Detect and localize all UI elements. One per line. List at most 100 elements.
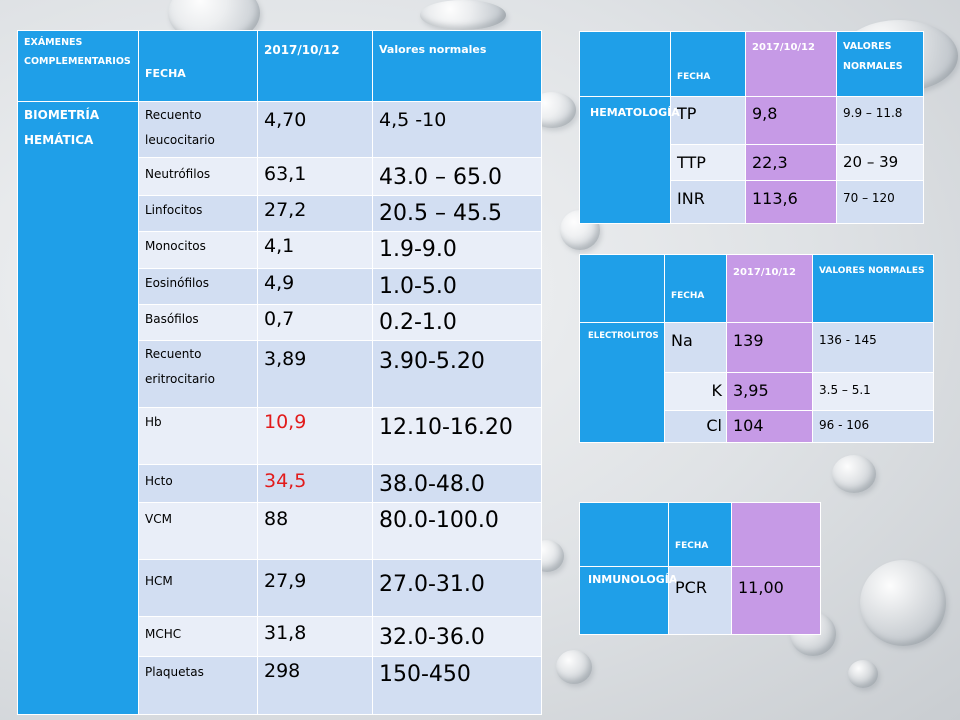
normal-values-header: Valores normales bbox=[372, 30, 542, 102]
normal-range: 38.0-48.0 bbox=[372, 464, 542, 503]
test-value: 27,9 bbox=[257, 559, 373, 617]
test-name: Cl bbox=[664, 410, 727, 443]
test-value: 9,8 bbox=[745, 96, 837, 145]
test-value: 31,8 bbox=[257, 616, 373, 657]
test-value: 4,9 bbox=[257, 268, 373, 305]
table-row: INR 113,6 70 – 120 bbox=[580, 180, 924, 224]
test-value: 298 bbox=[257, 656, 373, 715]
date-header: 2017/10/12 bbox=[726, 254, 813, 323]
water-drop bbox=[556, 650, 592, 684]
biometria-table: EXÁMENES COMPLEMENTARIOS FECHA 2017/10/1… bbox=[17, 30, 542, 715]
test-value: 11,00 bbox=[731, 566, 821, 635]
test-value: 4,70 bbox=[257, 101, 373, 158]
table-row: Hcto 34,5 38.0-48.0 bbox=[18, 464, 542, 503]
test-name: Hb bbox=[138, 407, 258, 465]
fecha-header: FECHA bbox=[138, 30, 258, 102]
water-drop bbox=[848, 660, 878, 688]
test-name: Basófilos bbox=[138, 304, 258, 341]
table-header-row: FECHA 2017/10/12 VALORES NORMALES bbox=[579, 254, 934, 323]
table-row: BIOMETRÍA HEMÁTICA Recuento leucocitario… bbox=[17, 101, 542, 715]
normal-range: 3.90-5.20 bbox=[372, 340, 542, 408]
normal-range: 1.9-9.0 bbox=[372, 231, 542, 269]
test-value: 104 bbox=[726, 410, 813, 443]
table-row: Plaquetas 298 150-450 bbox=[18, 656, 542, 715]
test-value-abnormal: 10,9 bbox=[257, 407, 373, 465]
table-row: Cl 104 96 - 106 bbox=[580, 410, 934, 443]
hematologia-table: FECHA 2017/10/12 VALORES NORMALES HEMATO… bbox=[579, 31, 924, 224]
test-name: VCM bbox=[138, 502, 258, 560]
table-row: INMUNOLOGÍA PCR 11,00 bbox=[579, 566, 821, 635]
normal-range: 3.5 – 5.1 bbox=[812, 372, 934, 411]
normal-range: 20.5 – 45.5 bbox=[372, 195, 542, 232]
section-label: BIOMETRÍA HEMÁTICA bbox=[17, 101, 139, 715]
test-name: MCHC bbox=[138, 616, 258, 657]
test-name: K bbox=[664, 372, 727, 411]
examenes-header: EXÁMENES COMPLEMENTARIOS bbox=[17, 30, 139, 102]
table-row: MCHC 31,8 32.0-36.0 bbox=[18, 616, 542, 657]
test-value: 88 bbox=[257, 502, 373, 560]
test-name: Neutrófilos bbox=[138, 157, 258, 196]
normal-range: 20 – 39 bbox=[836, 144, 924, 181]
table-row: Hb 10,9 12.10-16.20 bbox=[18, 407, 542, 465]
test-value: 0,7 bbox=[257, 304, 373, 341]
water-drop bbox=[832, 455, 876, 493]
fecha-header: FECHA bbox=[668, 502, 732, 567]
table-row: VCM 88 80.0-100.0 bbox=[18, 502, 542, 560]
normal-range: 80.0-100.0 bbox=[372, 502, 542, 560]
section-label: HEMATOLOGÍA bbox=[579, 96, 680, 224]
test-name: TP bbox=[670, 96, 746, 145]
test-name: TTP bbox=[670, 144, 746, 181]
table-row: Recuento eritrocitario 3,89 3.90-5.20 bbox=[18, 340, 542, 408]
normal-range: 32.0-36.0 bbox=[372, 616, 542, 657]
test-name: Plaquetas bbox=[138, 656, 258, 715]
table-row: Monocitos 4,1 1.9-9.0 bbox=[18, 231, 542, 269]
test-name: INR bbox=[670, 180, 746, 224]
table-row: K 3,95 3.5 – 5.1 bbox=[580, 372, 934, 411]
table-row: Linfocitos 27,2 20.5 – 45.5 bbox=[18, 195, 542, 232]
test-name: Na bbox=[664, 322, 727, 373]
test-name: Linfocitos bbox=[138, 195, 258, 232]
table-row: Eosinófilos 4,9 1.0-5.0 bbox=[18, 268, 542, 305]
fecha-header: FECHA bbox=[670, 31, 746, 97]
table-header-row: FECHA 2017/10/12 VALORES NORMALES bbox=[579, 31, 924, 97]
table-row: HEMATOLOGÍA TP 9,8 9.9 – 11.8 bbox=[579, 96, 924, 224]
section-label: INMUNOLOGÍA bbox=[579, 566, 677, 635]
header-blank-cell bbox=[579, 31, 671, 97]
water-drop bbox=[860, 560, 946, 646]
test-value: 63,1 bbox=[257, 157, 373, 196]
test-name: Monocitos bbox=[138, 231, 258, 269]
test-value: 22,3 bbox=[745, 144, 837, 181]
test-name: Recuento leucocitario bbox=[138, 101, 258, 158]
normal-range: 4,5 -10 bbox=[372, 101, 542, 158]
table-row: Basófilos 0,7 0.2-1.0 bbox=[18, 304, 542, 341]
normal-range: 96 - 106 bbox=[812, 410, 934, 443]
test-value: 3,95 bbox=[726, 372, 813, 411]
test-name: Recuento eritrocitario bbox=[138, 340, 258, 408]
normal-range: 70 – 120 bbox=[836, 180, 924, 224]
section-label: ELECTROLITOS bbox=[579, 322, 665, 443]
test-name: Hcto bbox=[138, 464, 258, 503]
normal-range: 9.9 – 11.8 bbox=[836, 96, 924, 145]
fecha-header: FECHA bbox=[664, 254, 727, 323]
water-drop bbox=[420, 0, 506, 30]
table-row: HCM 27,9 27.0-31.0 bbox=[18, 559, 542, 617]
normal-range: 1.0-5.0 bbox=[372, 268, 542, 305]
test-name: HCM bbox=[138, 559, 258, 617]
table-header-row: FECHA bbox=[579, 502, 821, 567]
normal-range: 150-450 bbox=[372, 656, 542, 715]
normal-range: 12.10-16.20 bbox=[372, 407, 542, 465]
test-value-abnormal: 34,5 bbox=[257, 464, 373, 503]
table-row: Neutrófilos 63,1 43.0 – 65.0 bbox=[18, 157, 542, 196]
normal-range: 0.2-1.0 bbox=[372, 304, 542, 341]
table-header-row: EXÁMENES COMPLEMENTARIOS FECHA 2017/10/1… bbox=[17, 30, 542, 102]
date-header-blank bbox=[731, 502, 821, 567]
normal-range: 27.0-31.0 bbox=[372, 559, 542, 617]
test-value: 3,89 bbox=[257, 340, 373, 408]
normal-range: 136 - 145 bbox=[812, 322, 934, 373]
test-value: 139 bbox=[726, 322, 813, 373]
normal-values-header: VALORES NORMALES bbox=[812, 254, 934, 323]
inmunologia-table: FECHA INMUNOLOGÍA PCR 11,00 bbox=[579, 502, 821, 635]
test-value: 27,2 bbox=[257, 195, 373, 232]
date-header: 2017/10/12 bbox=[745, 31, 837, 97]
test-name: Eosinófilos bbox=[138, 268, 258, 305]
